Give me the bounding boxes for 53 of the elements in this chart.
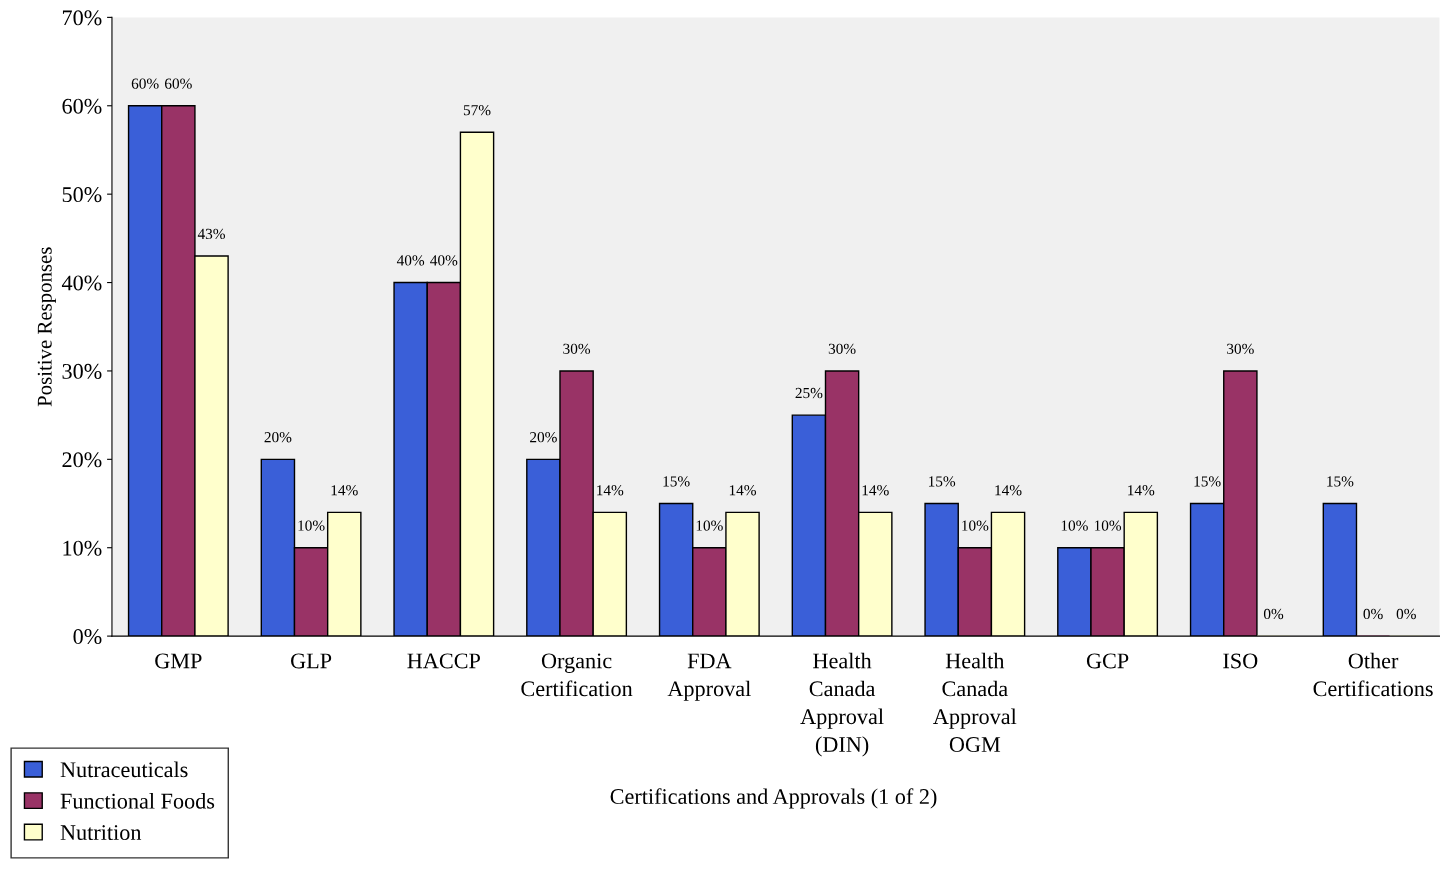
x-tick-label: Health Canada Approval (DIN) <box>800 652 884 757</box>
data-label: 20% <box>264 432 292 443</box>
x-tick-label: Organic Certification <box>521 653 633 697</box>
x-tick-label: Other Certifications <box>1313 652 1433 697</box>
x-tick-label: GCP <box>1086 653 1129 669</box>
data-label: 30% <box>1227 343 1254 354</box>
legend-label: Nutraceuticals <box>60 761 188 778</box>
data-label: 0% <box>1363 608 1383 620</box>
data-label: 40% <box>396 255 425 266</box>
data-label: 10% <box>1061 520 1088 531</box>
data-label: 40% <box>430 255 458 266</box>
y-tick-label: 30% <box>62 363 102 379</box>
data-label: 57% <box>463 104 491 116</box>
data-label: 43% <box>197 228 225 240</box>
y-tick-label: 70% <box>62 10 102 26</box>
data-label: 10% <box>298 520 325 531</box>
data-label: 0% <box>1396 608 1416 620</box>
data-label: 14% <box>995 485 1022 496</box>
y-tick-label: 60% <box>62 98 102 114</box>
data-label: 20% <box>530 432 557 443</box>
data-label: 15% <box>663 476 690 487</box>
data-label: 15% <box>1194 476 1221 487</box>
x-tick-label: GLP <box>291 653 332 669</box>
data-label: 14% <box>862 485 889 496</box>
x-tick-label: FDA Approval <box>667 653 751 701</box>
data-label: 10% <box>962 520 989 531</box>
data-label: 10% <box>696 520 723 531</box>
data-label: 10% <box>1094 520 1122 531</box>
data-label: 60% <box>164 78 192 89</box>
y-axis-title: Positive Responses <box>37 247 56 407</box>
data-label: 14% <box>729 485 756 496</box>
x-tick-label: ISO <box>1223 653 1258 669</box>
data-label: 14% <box>1128 485 1155 496</box>
data-label: 15% <box>928 476 956 487</box>
x-tick-label: HACCP <box>407 653 480 669</box>
legend-label: Nutrition <box>60 825 142 841</box>
y-tick-label: 10% <box>63 540 102 556</box>
x-tick-label: Health Canada Approval OGM <box>933 652 1017 752</box>
data-label: 30% <box>563 343 591 354</box>
y-tick-label: 20% <box>62 452 102 468</box>
data-label: 15% <box>1327 476 1354 487</box>
data-label: 25% <box>795 387 823 399</box>
data-label: 0% <box>1263 608 1284 620</box>
y-tick-label: 0% <box>73 629 102 645</box>
y-tick-label: 50% <box>62 187 102 203</box>
x-axis-title: Certifications and Approvals (1 of 2) <box>610 788 937 809</box>
legend-label: Functional Foods <box>60 793 215 809</box>
y-tick-label: 40% <box>61 275 102 291</box>
x-tick-label: GMP <box>155 653 202 669</box>
data-label: 14% <box>331 485 358 496</box>
data-label: 14% <box>597 485 624 496</box>
data-label: 60% <box>131 78 159 89</box>
data-label: 30% <box>828 343 856 354</box>
